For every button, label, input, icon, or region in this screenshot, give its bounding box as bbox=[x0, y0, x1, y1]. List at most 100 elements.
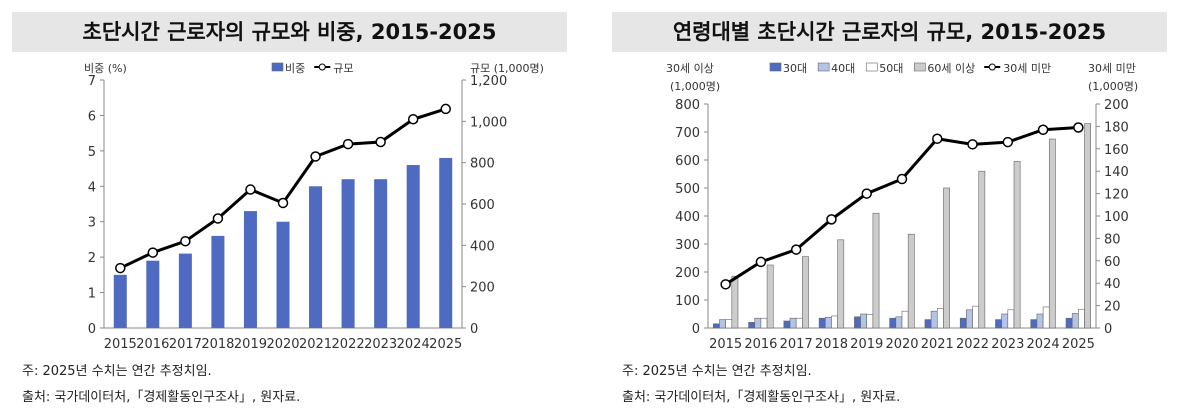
y-tick-label-right: 0 bbox=[1104, 322, 1112, 337]
bar-40대 bbox=[930, 310, 938, 329]
chart-right: 0 100 200 300 400 500 600 700 800 0 20 40 60 80 100 120… bbox=[666, 62, 1138, 352]
y-tick-label-right: 200 bbox=[1104, 98, 1129, 113]
y-tick-label-left: 300 bbox=[675, 238, 700, 253]
y-tick-label-left: 800 bbox=[675, 98, 700, 113]
x-tick-label: 2017 bbox=[780, 337, 813, 352]
y-tick-label-left: 6 bbox=[88, 109, 96, 124]
y-tick-label-left: 600 bbox=[675, 154, 700, 169]
bar-60세 이상 bbox=[907, 233, 915, 329]
y-tick-label-right: 200 bbox=[470, 281, 495, 296]
x-tick-label: 2021 bbox=[299, 337, 332, 352]
y-tick-label-left: 3 bbox=[88, 216, 96, 231]
bar-60세 이상 bbox=[1048, 138, 1056, 329]
legend-label: 40대 bbox=[831, 62, 855, 75]
bar-비중 bbox=[341, 179, 355, 328]
y-tick-label-left: 0 bbox=[692, 322, 700, 337]
y-tick-label-left: 2 bbox=[88, 251, 96, 266]
point-30세 미만 bbox=[790, 244, 802, 255]
bar-40대 bbox=[1071, 313, 1079, 329]
legend-label: 비중 bbox=[285, 62, 305, 75]
x-tick-label: 2023 bbox=[991, 337, 1024, 352]
chart-title: 초단시간 근로자의 규모와 비중, 2015-2025 bbox=[12, 12, 567, 52]
bar-40대 bbox=[895, 316, 903, 329]
note: 주: 2025년 수치는 연간 추정치임. bbox=[22, 364, 212, 379]
bar-60세 이상 bbox=[802, 256, 809, 329]
point-30세 미만 bbox=[755, 256, 767, 268]
bar-30대 bbox=[854, 316, 861, 329]
legend-swatch bbox=[271, 62, 284, 72]
legend-swatch bbox=[865, 62, 878, 72]
bar-60세 이상 bbox=[837, 239, 845, 329]
y-tick-label-right: 140 bbox=[1104, 165, 1129, 180]
point-30세 미만 bbox=[1037, 124, 1049, 136]
legend-label: 규모 bbox=[333, 62, 353, 75]
bar-30대 bbox=[818, 317, 826, 329]
y-tick-label-right: 100 bbox=[1104, 210, 1129, 225]
bar-40대 bbox=[860, 313, 868, 329]
y-tick-label-right: 80 bbox=[1104, 232, 1121, 247]
x-tick-label: 2022 bbox=[332, 337, 365, 352]
y-tick-label-right: 800 bbox=[470, 157, 495, 172]
y-tick-label-left: 0 bbox=[88, 322, 96, 337]
y-axis-label-right: 30세 미만 bbox=[1088, 62, 1136, 75]
bar-비중 bbox=[406, 165, 420, 328]
bar-60세 이상 bbox=[1084, 123, 1092, 329]
bar-30대 bbox=[924, 319, 932, 329]
y-tick-label-left: 1 bbox=[88, 287, 96, 302]
point-30세 미만 bbox=[1073, 122, 1084, 133]
bar-비중 bbox=[309, 186, 323, 328]
point-규모 bbox=[342, 138, 354, 150]
legend-swatch bbox=[769, 62, 782, 72]
bar-50대 bbox=[725, 319, 733, 329]
x-tick-label: 2025 bbox=[1062, 337, 1095, 352]
point-30세 미만 bbox=[932, 133, 943, 144]
point-규모 bbox=[440, 103, 451, 115]
chart-title: 연령대별 초단시간 근로자의 규모, 2015-2025 bbox=[612, 12, 1167, 52]
bar-40대 bbox=[1036, 313, 1044, 329]
y-axis-label-left: 비중 (%) bbox=[84, 62, 127, 75]
bar-50대 bbox=[936, 308, 944, 329]
x-tick-label: 2015 bbox=[709, 337, 742, 352]
legend-label: 50대 bbox=[879, 62, 903, 75]
y-tick-label-left: 7 bbox=[88, 74, 96, 89]
bar-50대 bbox=[760, 317, 768, 329]
bar-30대 bbox=[712, 323, 720, 329]
legend-label: 30세 미만 bbox=[1003, 62, 1051, 75]
bar-30대 bbox=[748, 322, 756, 329]
y-tick-label-left: 200 bbox=[675, 266, 700, 281]
bar-30대 bbox=[783, 320, 791, 329]
y-tick-label-left: 400 bbox=[675, 210, 700, 225]
bar-60세 이상 bbox=[978, 170, 986, 329]
point-30세 미만 bbox=[861, 188, 872, 199]
bar-40대 bbox=[789, 317, 797, 329]
bar-비중 bbox=[439, 157, 453, 328]
y-tick-label-left: 5 bbox=[88, 145, 96, 160]
bar-60세 이상 bbox=[943, 187, 950, 329]
source: 출처: 국가데이터처,「경제활동인구조사」, 원자료. bbox=[22, 390, 301, 405]
x-tick-label: 2016 bbox=[136, 337, 169, 352]
bar-비중 bbox=[113, 274, 127, 328]
y-tick-label-right: 1,200 bbox=[470, 74, 507, 89]
y-tick-label-left: 4 bbox=[88, 180, 96, 195]
x-tick-label: 2020 bbox=[266, 337, 299, 352]
bar-40대 bbox=[1001, 313, 1009, 329]
x-tick-label: 2015 bbox=[104, 337, 137, 352]
line-30세 미만 bbox=[724, 126, 1079, 286]
x-tick-label: 2019 bbox=[850, 337, 883, 352]
bar-30대 bbox=[1065, 317, 1073, 329]
x-tick-label: 2023 bbox=[364, 337, 397, 352]
point-규모 bbox=[375, 136, 386, 148]
bar-비중 bbox=[211, 235, 225, 328]
y-tick-label-right: 400 bbox=[470, 239, 495, 254]
point-규모 bbox=[180, 235, 191, 247]
point-규모 bbox=[245, 184, 256, 195]
y-axis-label-right: 규모 (1,000명) bbox=[470, 62, 544, 75]
y-tick-label-right: 40 bbox=[1104, 277, 1121, 292]
bar-50대 bbox=[1042, 306, 1050, 329]
point-규모 bbox=[407, 114, 419, 125]
bar-60세 이상 bbox=[766, 264, 774, 329]
legend-marker bbox=[988, 63, 996, 71]
bar-50대 bbox=[1007, 309, 1015, 329]
y-tick-label-left: 700 bbox=[675, 126, 700, 141]
